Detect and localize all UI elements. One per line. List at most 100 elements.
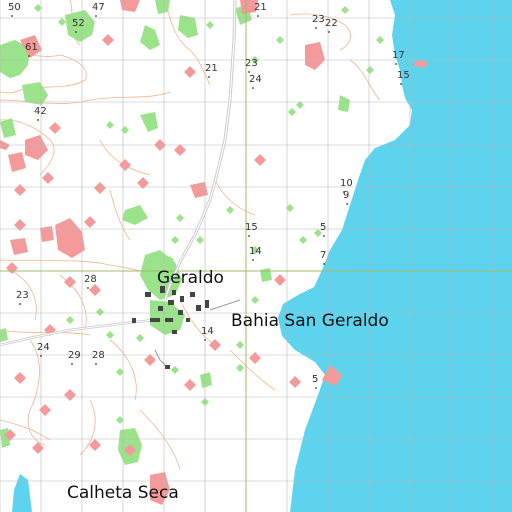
spot-height-dot [252, 87, 254, 89]
spot-height-label: 47 [92, 2, 105, 13]
vegetation-symbol [58, 18, 66, 26]
spot-height-dot [323, 263, 325, 265]
vegetation-symbol [136, 334, 144, 342]
vegetation-symbol [296, 101, 304, 109]
vegetation-symbol [171, 236, 179, 244]
spot-height-dot [323, 235, 325, 237]
red-patches [0, 0, 428, 505]
vegetation-symbol [206, 21, 214, 29]
place-label-bahia-san-geraldo: Bahia San Geraldo [231, 311, 389, 331]
spot-height-dot [315, 387, 317, 389]
spot-height-label: 52 [72, 18, 85, 29]
spot-height-dot [400, 83, 402, 85]
rock-symbol [4, 429, 16, 441]
vegetation-symbol [148, 256, 156, 264]
spot-height-dot [208, 76, 210, 78]
rock-symbol [119, 159, 131, 171]
vegetation-symbol [236, 364, 244, 372]
spot-height-label: 15 [397, 70, 410, 81]
spot-height-dot [328, 31, 330, 33]
vegetation-symbol [276, 36, 284, 44]
vegetation-symbol [106, 121, 114, 129]
buildings [132, 286, 209, 369]
spot-height-label: 61 [25, 42, 38, 53]
vegetation-symbol [251, 296, 259, 304]
spot-height-dot [315, 27, 317, 29]
rock-symbol [137, 177, 149, 189]
spot-height-dot [95, 15, 97, 17]
rock-symbol [144, 354, 156, 366]
place-label-calheta-seca: Calheta Seca [67, 483, 179, 503]
rock-symbol [209, 339, 221, 351]
spot-height-dot [343, 191, 345, 193]
vegetation-symbol [116, 368, 124, 376]
vegetation-symbol [288, 108, 296, 116]
vegetation-symbol [116, 416, 124, 424]
vegetation-symbol [286, 204, 294, 212]
rock-symbol [254, 154, 266, 166]
spot-height-label: 5 [312, 374, 318, 385]
spot-height-label: 10 [340, 178, 353, 189]
rock-symbol [42, 172, 54, 184]
spot-height-label: 29 [68, 350, 81, 361]
spot-height-label: 24 [249, 74, 262, 85]
rock-symbol [64, 389, 76, 401]
vegetation-symbol [34, 4, 42, 12]
rock-symbol [124, 444, 136, 456]
spot-height-dot [257, 15, 259, 17]
spot-height-label: 50 [8, 2, 21, 13]
rock-symbol [89, 439, 101, 451]
spot-height-dot [248, 71, 250, 73]
spot-height-dot [19, 303, 21, 305]
rock-symbol [184, 66, 196, 78]
sea-inlet [12, 474, 32, 512]
vegetation-symbol [376, 36, 384, 44]
spot-height-label: 23 [312, 14, 325, 25]
spot-height-label: 28 [92, 350, 105, 361]
spot-height-dot [204, 339, 206, 341]
vegetation-symbol [236, 341, 244, 349]
spot-height-label: 15 [245, 222, 258, 233]
rock-symbol [14, 372, 26, 384]
vegetation-symbol [196, 236, 204, 244]
vegetation-symbol [299, 236, 307, 244]
spot-height-dot [248, 235, 250, 237]
place-label-geraldo: Geraldo [157, 268, 224, 288]
rock-symbol [94, 182, 106, 194]
rock-symbol [64, 276, 76, 288]
vegetation-symbol [366, 66, 374, 74]
rock-symbol [184, 379, 196, 391]
vegetation-symbol [4, 126, 12, 134]
vegetation-symbol [171, 366, 179, 374]
spot-height-dot [71, 363, 73, 365]
vegetation-symbol [314, 229, 322, 237]
spot-height-dot [75, 31, 77, 33]
vegetation-symbol [66, 316, 74, 324]
spot-height-label: 9 [343, 190, 349, 201]
spot-height-label: 24 [37, 342, 50, 353]
rock-symbol [174, 144, 186, 156]
vegetation-symbol [176, 214, 184, 222]
rock-symbol [289, 376, 301, 388]
spot-height-label: 21 [254, 2, 267, 13]
spot-height-dot [11, 15, 13, 17]
spot-height-label: 28 [84, 274, 97, 285]
rock-symbol [274, 274, 286, 286]
spot-height-label: 14 [201, 326, 214, 337]
spot-height-label: 23 [16, 290, 29, 301]
spot-height-dot [346, 203, 348, 205]
vegetation-symbol [226, 206, 234, 214]
spot-height-label: 23 [245, 58, 258, 69]
spot-height-dot [252, 259, 254, 261]
spot-height-label: 5 [320, 222, 326, 233]
rock-symbol [89, 284, 101, 296]
vegetation-symbol [96, 308, 104, 316]
rock-symbol [102, 34, 114, 46]
spot-height-dots [11, 15, 402, 389]
spot-height-dot [95, 363, 97, 365]
spot-height-dot [40, 355, 42, 357]
